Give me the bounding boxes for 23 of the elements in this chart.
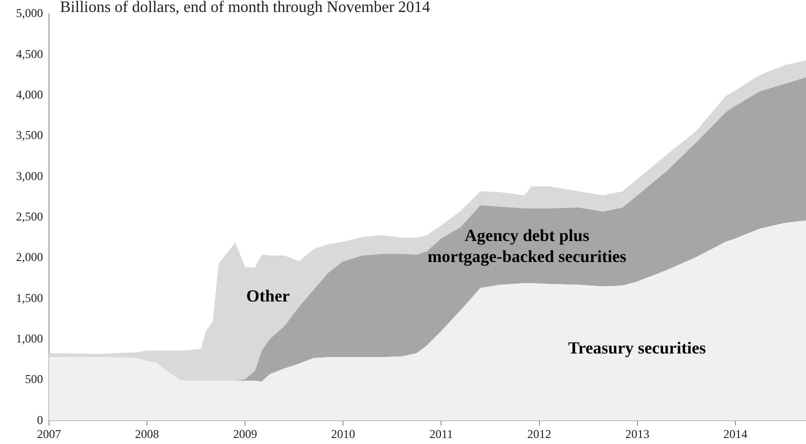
x-tick-label: 2008 — [135, 426, 160, 441]
x-tick-label: 2009 — [233, 426, 258, 441]
y-tick-label: 2,000 — [16, 250, 43, 264]
y-tick-label: 500 — [25, 372, 43, 386]
annotation: Other — [246, 286, 290, 306]
y-tick-label: 1,500 — [16, 290, 43, 305]
y-tick-label: 3,500 — [16, 128, 43, 142]
y-tick-label: 0 — [37, 412, 43, 427]
x-tick-label: 2010 — [331, 426, 356, 441]
x-tick-label: 2011 — [429, 426, 454, 441]
annotation: Treasury securities — [568, 338, 706, 358]
y-tick-label: 4,500 — [16, 46, 43, 61]
y-tick-label: 3,000 — [16, 168, 43, 183]
annotation: Agency debt plus mortgage-backed securities — [428, 226, 627, 266]
y-tick-label: 1,000 — [16, 331, 43, 346]
y-tick-label: 2,500 — [16, 209, 43, 224]
x-tick-label: 2013 — [625, 426, 650, 441]
y-tick-label: 4,000 — [16, 87, 43, 102]
chart-title: Billions of dollars, end of month through November 2014 — [60, 0, 430, 16]
x-tick-label: 2007 — [37, 426, 61, 441]
x-tick-label: 2012 — [527, 426, 552, 441]
x-tick-label: 2014 — [723, 426, 748, 441]
y-tick-label: 5,000 — [16, 6, 43, 20]
